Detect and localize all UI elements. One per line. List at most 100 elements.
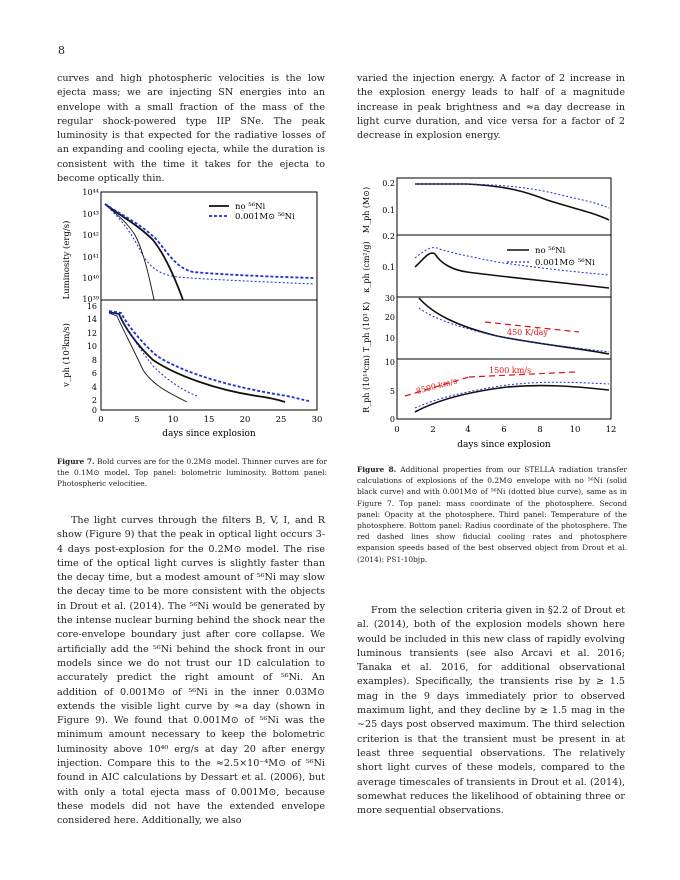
fig7-vel-bold-black	[108, 311, 286, 403]
fig7-vel-bold-blue	[108, 310, 310, 402]
fig8-ytick: 0.1	[382, 206, 395, 215]
figure-8: M_ph (M⊙) κ_ph (cm²/g) T_ph (10³ K) R_ph…	[362, 177, 616, 450]
fig8-ytick: 0	[390, 415, 395, 424]
fig7-legend: no ⁵⁶Ni 0.001M⊙ ⁵⁶Ni	[209, 202, 295, 222]
caption-label: Figure 7.	[57, 457, 95, 466]
fig7-ylabel-top: Luminosity (erg/s)	[61, 221, 72, 300]
fig7-xlabel: days since explosion	[162, 429, 256, 439]
fig7-xtick: 20	[240, 415, 251, 425]
left-column-top-text: curves and high photospheric velocities …	[57, 72, 325, 186]
fig8-ytick: 0.2	[382, 232, 395, 241]
fig8-ytick: 20	[385, 313, 395, 322]
fig8-temp-black	[418, 297, 610, 355]
fig8-kappa-blue	[414, 247, 610, 276]
fig7-ytick: 10⁴⁰	[82, 274, 99, 283]
legend-label: no ⁵⁶Ni	[535, 246, 566, 256]
paragraph: varied the injection energy. A factor of…	[357, 73, 625, 142]
legend-label: 0.001M⊙ ⁵⁶Ni	[535, 258, 595, 268]
fig7-xtick: 30	[312, 415, 323, 425]
fig7-ytick: 10⁴⁴	[82, 188, 99, 197]
fig8-xtick: 12	[606, 425, 617, 435]
figure-7-caption: Figure 7. Bold curves are for the 0.2M⊙ …	[57, 456, 327, 490]
fig7-xtick: 10	[168, 415, 179, 425]
right-column-bottom-text: From the selection criteria given in §2.…	[357, 604, 625, 818]
fig7-xtick: 15	[204, 415, 215, 425]
fig8-panel-mass	[396, 177, 612, 236]
fig8-xtick: 0	[394, 425, 399, 435]
paragraph: The light curves through the filters B, …	[57, 515, 325, 827]
fig8-xtick: 4	[465, 425, 470, 435]
legend-label: no ⁵⁶Ni	[235, 202, 266, 212]
fig8-xtick: 2	[430, 425, 435, 435]
fig7-bottom-panel	[100, 299, 318, 411]
fig7-ytick: 12	[87, 329, 97, 338]
fig8-ytick: 10	[385, 334, 395, 343]
fig7-lum-bold-black	[104, 203, 184, 301]
fig8-annotation-cooling: 450 K/day	[507, 328, 548, 337]
fig8-panel-radius	[396, 358, 612, 420]
fig8-xlabel: days since explosion	[457, 440, 551, 450]
fig7-lum-thin-black	[104, 203, 155, 301]
fig7-xtick: 5	[134, 415, 139, 425]
fig8-xtick: 8	[537, 425, 542, 435]
fig7-ytick: 16	[87, 302, 97, 311]
fig8-radius-blue	[414, 381, 610, 409]
fig8-temp-blue	[418, 307, 610, 353]
fig7-lum-bold-blue	[104, 203, 316, 279]
fig8-ytick: 10	[385, 358, 395, 367]
caption-text: Additional properties from our STELLA ra…	[357, 465, 627, 564]
fig7-xtick: 25	[276, 415, 287, 425]
fig8-x-ticks: 0 2 4 6 8 10 12	[394, 425, 616, 435]
paragraph: From the selection criteria given in §2.…	[357, 605, 625, 817]
fig8-legend: no ⁵⁶Ni 0.001M⊙ ⁵⁶Ni	[507, 246, 595, 268]
figure-7: Luminosity (erg/s) v_ph (10³km/s) 10⁴⁴ 1…	[61, 188, 322, 439]
fig7-x-ticks: 0 5 10 15 20 25 30	[98, 415, 322, 425]
fig8-annotation-fast: 8500 km/s	[415, 376, 458, 396]
fig8-kappa-black	[414, 252, 610, 289]
fig7-ytick: 8	[92, 356, 97, 365]
fig7-ytick: 10	[87, 342, 97, 351]
figure-8-caption: Figure 8. Additional properties from our…	[357, 464, 627, 565]
fig8-xtick: 6	[501, 425, 506, 435]
fig8-xtick: 10	[570, 425, 581, 435]
fig7-ytick: 10⁴¹	[82, 253, 99, 262]
caption-label: Figure 8.	[357, 465, 397, 474]
fig7-ytick: 4	[92, 383, 97, 392]
fig7-top-ticks: 10⁴⁴ 10⁴³ 10⁴² 10⁴¹ 10⁴⁰ 10³⁹	[82, 188, 99, 304]
fig8-ytick: 0.1	[382, 263, 395, 272]
fig7-top-panel	[100, 191, 318, 301]
fig8-y-ticks: 0.2 0.1 0.2 0.1 30 20 10 10 5 0	[382, 179, 395, 424]
fig8-radius-fiducial-slow	[468, 371, 576, 378]
fig7-bottom-ticks: 16 14 12 10 8 6 4 2 0	[87, 302, 97, 415]
fig8-ylabel-3: T_ph (10³ K)	[362, 302, 371, 352]
fig8-ylabel-2: κ_ph (cm²/g)	[362, 241, 371, 292]
page-number: 8	[58, 44, 65, 57]
fig8-radius-black	[414, 384, 610, 413]
left-column-bottom-text: The light curves through the filters B, …	[57, 514, 325, 829]
fig7-ytick: 10⁴³	[82, 210, 99, 219]
fig8-mass-blue	[415, 183, 610, 209]
fig8-mass-black	[415, 183, 610, 221]
fig7-ytick: 10⁴²	[82, 231, 99, 240]
paragraph: curves and high photospheric velocities …	[57, 73, 325, 185]
caption-text: Bold curves are for the 0.2M⊙ model. Thi…	[57, 457, 327, 489]
fig7-ytick: 2	[92, 396, 97, 405]
legend-label: 0.001M⊙ ⁵⁶Ni	[235, 212, 295, 222]
fig8-ylabel-1: M_ph (M⊙)	[362, 187, 371, 233]
fig7-ytick: 14	[87, 315, 97, 324]
fig7-vel-thin-black	[108, 312, 188, 403]
fig7-xtick: 0	[98, 415, 103, 425]
fig7-ylabel-bottom: v_ph (10³km/s)	[61, 323, 72, 388]
right-column-top-text: varied the injection energy. A factor of…	[357, 72, 625, 143]
fig8-annotation-slow: 1500 km/s	[489, 366, 531, 375]
fig8-radius-fiducial-fast	[404, 376, 470, 397]
fig8-ylabel-4: R_ph (10¹⁴cm)	[362, 355, 371, 413]
fig7-ytick: 10³⁹	[82, 295, 99, 304]
fig7-vel-thin-blue	[108, 311, 198, 397]
fig8-temp-fiducial	[484, 321, 580, 333]
fig7-lum-thin-blue	[104, 203, 316, 285]
fig8-ytick: 30	[385, 294, 395, 303]
fig8-ytick: 5	[390, 387, 395, 396]
fig7-ytick: 0	[92, 406, 97, 415]
fig8-ytick: 0.2	[382, 179, 395, 188]
